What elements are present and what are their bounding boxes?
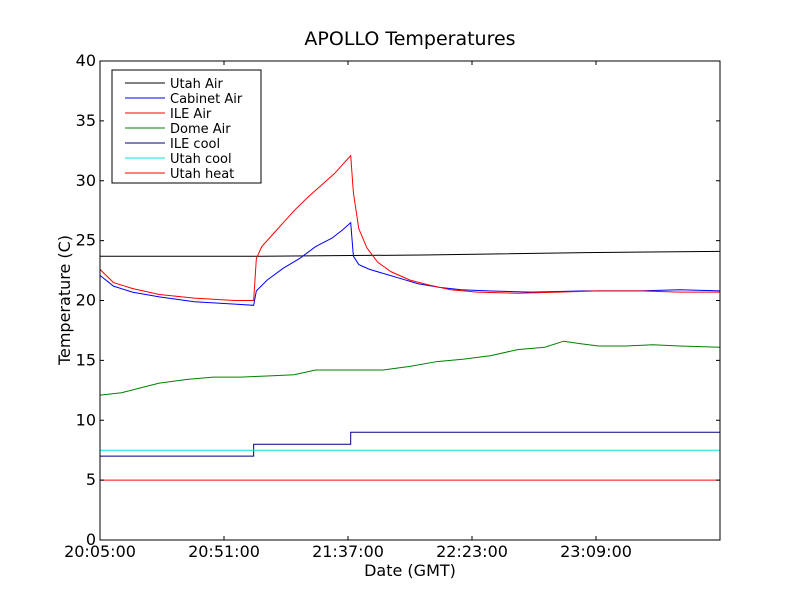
y-tick-label: 15 <box>76 350 96 369</box>
x-tick-label: 20:51:00 <box>188 542 260 561</box>
y-tick-label: 0 <box>86 530 96 549</box>
y-tick-label: 30 <box>76 171 96 190</box>
legend-entry: Utah heat <box>170 167 234 182</box>
series-line-ile-cool <box>100 431 720 457</box>
y-tick-label: 40 <box>76 51 96 70</box>
legend-entry: Dome Air <box>170 122 231 137</box>
series-line-utah-air <box>100 250 721 257</box>
y-tick-label: 35 <box>76 111 96 130</box>
series-line-cabinet-air <box>99 221 721 306</box>
x-tick-label: 20:05:00 <box>64 542 136 561</box>
legend-entry: Utah cool <box>170 152 232 167</box>
x-tick-label: 22:23:00 <box>436 542 508 561</box>
x-axis-label: Date (GMT) <box>364 561 456 580</box>
y-axis-label: Temperature (C) <box>55 235 74 366</box>
x-tick-label: 23:09:00 <box>560 542 632 561</box>
legend-entry: ILE Air <box>170 107 212 122</box>
y-tick-label: 10 <box>76 410 96 429</box>
legend-entry: Utah Air <box>170 77 223 92</box>
legend-box <box>111 69 262 184</box>
series-line-ile-air <box>99 154 720 301</box>
legend-entry: Cabinet Air <box>170 92 243 107</box>
y-tick-label: 5 <box>86 470 96 489</box>
plot-area: 20:05:00 20:51:00 21:37:00 22:23:00 23:09:00… <box>64 51 721 561</box>
series-line-dome-air <box>99 340 721 396</box>
y-tick-label: 25 <box>76 231 96 250</box>
y-tick-label: 20 <box>76 291 96 310</box>
chart-title: APOLLO Temperatures <box>304 28 515 50</box>
x-tick-label: 21:37:00 <box>312 542 384 561</box>
legend-entry: ILE cool <box>170 137 220 152</box>
